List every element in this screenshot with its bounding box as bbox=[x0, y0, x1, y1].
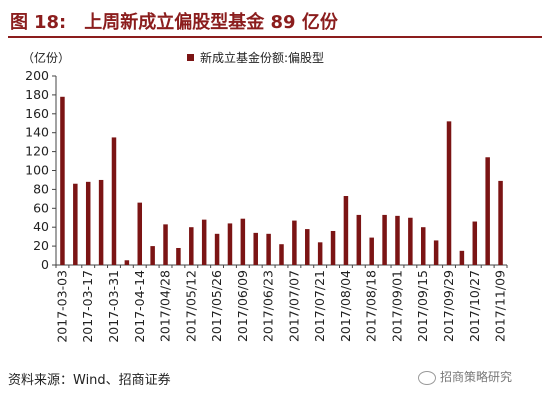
bar bbox=[395, 215, 400, 265]
legend-label: 新成立基金份额:偏股型 bbox=[200, 50, 324, 65]
bar bbox=[253, 232, 258, 265]
y-unit-label: （亿份） bbox=[22, 50, 70, 65]
bar bbox=[60, 96, 65, 265]
bar bbox=[240, 218, 246, 265]
bar bbox=[85, 181, 91, 265]
bar bbox=[163, 224, 168, 265]
y-tick-label: 100 bbox=[25, 163, 49, 178]
x-tick-label: 2017-04-14 bbox=[132, 270, 147, 343]
bar bbox=[408, 217, 413, 265]
y-tick-label: 180 bbox=[25, 87, 49, 102]
wechat-icon bbox=[418, 370, 436, 385]
bar bbox=[214, 233, 220, 265]
x-tick-label: 2017/08/04 bbox=[338, 270, 353, 342]
bar bbox=[266, 233, 271, 265]
x-tick-label: 2017/06/23 bbox=[261, 270, 276, 342]
x-tick-label: 2017-03-17 bbox=[80, 270, 95, 343]
x-tick-label: 2017/06/09 bbox=[235, 270, 250, 342]
y-tick-label: 80 bbox=[33, 181, 49, 196]
x-tick-label: 2017/07/07 bbox=[286, 270, 301, 342]
y-tick-label: 160 bbox=[25, 106, 49, 121]
bar-chart: （亿份） 新成立基金份额:偏股型 0 20 40 60 80 100 120 140 160 180 2… bbox=[22, 50, 508, 343]
y-tick-label: 140 bbox=[25, 125, 49, 140]
bar bbox=[343, 196, 349, 265]
x-tick-label: 2017/09/01 bbox=[389, 270, 404, 342]
x-tick-label: 2017-03-31 bbox=[106, 270, 121, 343]
bar bbox=[189, 227, 194, 265]
x-tick-label: 2017/11/09 bbox=[493, 270, 508, 342]
y-tick-label: 60 bbox=[33, 200, 49, 215]
bar bbox=[446, 121, 452, 265]
bar bbox=[150, 246, 155, 265]
bar bbox=[382, 214, 387, 265]
bar bbox=[137, 202, 143, 265]
watermark-text: 招商策略研究 bbox=[440, 370, 513, 384]
bar bbox=[498, 180, 503, 265]
bar bbox=[201, 219, 207, 265]
bar bbox=[176, 247, 181, 265]
y-tick-label: 0 bbox=[41, 257, 49, 272]
bar bbox=[420, 227, 426, 265]
source-note: 资料来源：Wind、招商证券 bbox=[8, 373, 171, 388]
x-tick-label: 2017/09/15 bbox=[415, 270, 430, 342]
bar bbox=[485, 157, 490, 265]
y-tick-label: 120 bbox=[25, 144, 49, 159]
watermark: 招商策略研究 bbox=[418, 368, 512, 385]
bar bbox=[356, 214, 362, 265]
y-tick-label: 40 bbox=[33, 219, 49, 234]
figure-header: 图 18: 上周新成立偏股型基金 89 亿份 bbox=[8, 6, 542, 38]
figure-title: 图 18: 上周新成立偏股型基金 89 亿份 bbox=[10, 8, 338, 34]
bar bbox=[433, 240, 439, 265]
bar bbox=[305, 229, 310, 265]
bar bbox=[317, 242, 323, 265]
legend-swatch bbox=[187, 54, 194, 61]
x-tick-label: 2017/09/29 bbox=[441, 270, 456, 342]
x-tick-label: 2017/08/18 bbox=[364, 270, 379, 342]
bar bbox=[292, 220, 297, 265]
x-tick-label: 2017-03-03 bbox=[54, 270, 69, 343]
figure-number: 18: bbox=[34, 12, 67, 33]
bar bbox=[472, 221, 478, 265]
bar bbox=[459, 250, 465, 265]
bar bbox=[330, 230, 336, 265]
bar bbox=[98, 179, 104, 265]
x-tick-label: 2017/10/27 bbox=[467, 270, 482, 342]
y-tick-label: 20 bbox=[33, 238, 49, 253]
bar bbox=[369, 237, 374, 265]
y-tick-label: 200 bbox=[25, 68, 49, 83]
x-tick-label: 2017/07/21 bbox=[312, 270, 327, 342]
figure-label: 图 bbox=[10, 12, 28, 33]
bar bbox=[227, 223, 233, 265]
bar bbox=[73, 183, 78, 265]
x-tick-label: 2017/04/28 bbox=[158, 270, 173, 342]
figure-title-text: 上周新成立偏股型基金 89 亿份 bbox=[84, 12, 338, 33]
bar bbox=[124, 260, 130, 265]
x-tick-label: 2017/05/26 bbox=[209, 270, 224, 342]
x-tick-label: 2017/05/12 bbox=[183, 270, 198, 342]
bar bbox=[279, 244, 284, 265]
bar bbox=[111, 137, 117, 265]
